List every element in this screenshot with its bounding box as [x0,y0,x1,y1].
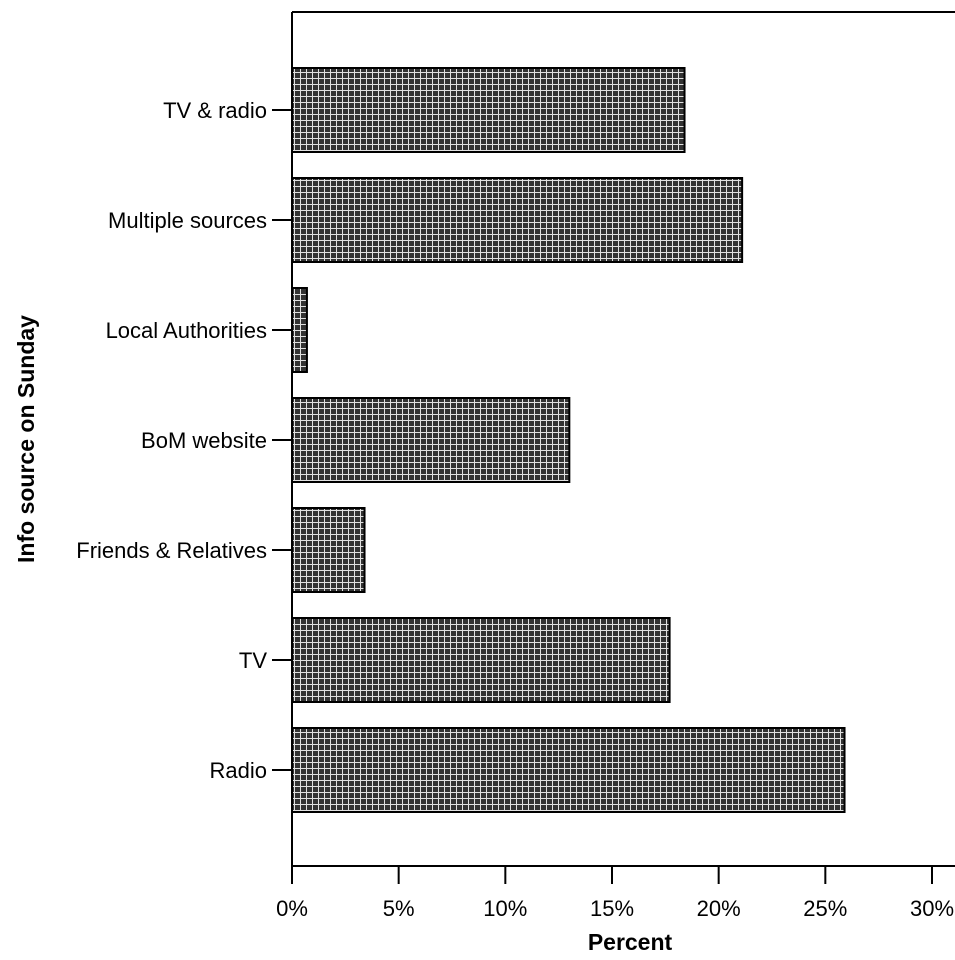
y-tick-label: Multiple sources [108,208,267,233]
x-tick-label: 30% [910,896,954,921]
bar-radio [291,727,846,813]
y-tick-label: TV [239,648,267,673]
y-tick-label: TV & radio [163,98,267,123]
y-tick-label: Radio [210,758,267,783]
x-tick-label: 25% [803,896,847,921]
y-ticks-layer: TV & radio Multiple sources Local Authorit… [76,98,292,783]
x-tick-label: 20% [697,896,741,921]
y-axis-title: Info source on Sunday [13,315,39,563]
bar-local-authorities [291,287,308,373]
x-axis-title: Percent [588,929,673,955]
bar-bom-website [291,397,571,483]
x-ticks-layer: 0% 5% 10% 15% 20% 25% 30% [276,866,954,921]
bar-friends-and-relatives [291,507,366,593]
x-tick-label: 15% [590,896,634,921]
x-tick-label: 0% [276,896,308,921]
x-tick-label: 5% [383,896,415,921]
bar-tv [291,617,671,703]
y-tick-label: BoM website [141,428,267,453]
bar-multiple-sources [291,177,744,263]
bars-layer [291,67,846,813]
x-tick-label: 10% [483,896,527,921]
y-tick-label: Friends & Relatives [76,538,267,563]
y-tick-label: Local Authorities [106,318,267,343]
bar-tv-and-radio [291,67,686,153]
